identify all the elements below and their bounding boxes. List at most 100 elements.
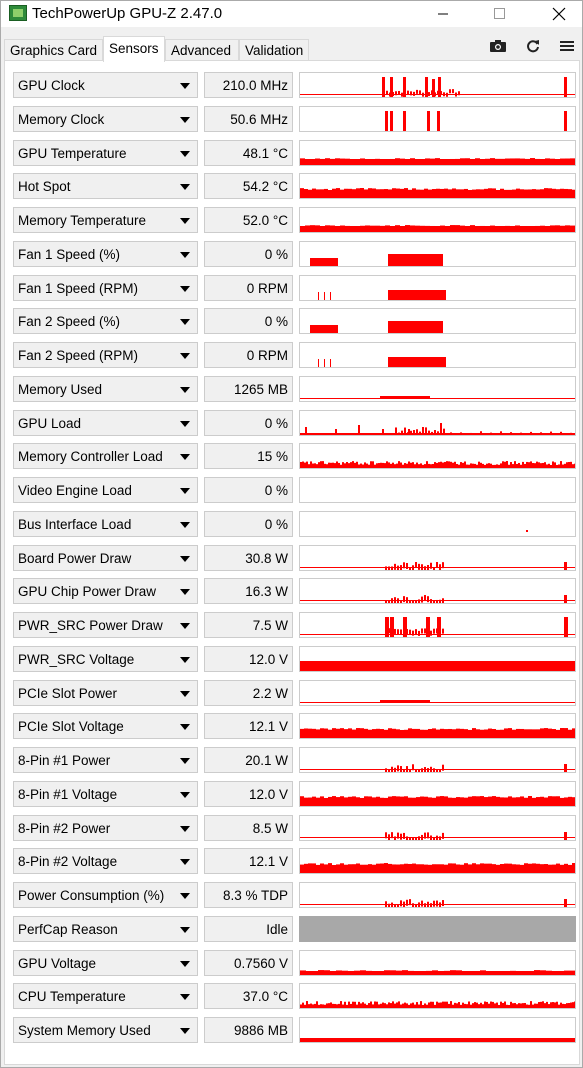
- dropdown-arrow-icon[interactable]: [180, 555, 190, 562]
- sensor-dropdown[interactable]: GPU Chip Power Draw: [13, 578, 198, 605]
- sensor-dropdown[interactable]: 8-Pin #2 Power: [13, 814, 198, 841]
- tab-sensors[interactable]: Sensors: [103, 36, 165, 62]
- dropdown-arrow-icon[interactable]: [180, 690, 190, 697]
- dropdown-arrow-icon[interactable]: [180, 454, 190, 461]
- sensor-dropdown[interactable]: 8-Pin #1 Voltage: [13, 780, 198, 807]
- sensor-graph[interactable]: [299, 409, 576, 436]
- dropdown-arrow-icon[interactable]: [180, 386, 190, 393]
- sensor-graph[interactable]: [299, 780, 576, 807]
- dropdown-arrow-icon[interactable]: [180, 656, 190, 663]
- sensor-graph[interactable]: [299, 848, 576, 875]
- sensor-dropdown[interactable]: Fan 1 Speed (%): [13, 240, 198, 267]
- sensor-dropdown[interactable]: Memory Controller Load: [13, 443, 198, 470]
- minimize-button[interactable]: [420, 1, 466, 27]
- sensor-dropdown[interactable]: Memory Clock: [13, 105, 198, 132]
- sensor-dropdown[interactable]: Memory Used: [13, 375, 198, 402]
- minimize-icon: [438, 13, 448, 15]
- sensor-dropdown[interactable]: Fan 1 Speed (RPM): [13, 274, 198, 301]
- sensor-graph[interactable]: [299, 1017, 576, 1043]
- sensor-dropdown[interactable]: CPU Temperature: [13, 983, 198, 1010]
- sensor-dropdown[interactable]: Video Engine Load: [13, 477, 198, 503]
- sensor-dropdown[interactable]: Bus Interface Load: [13, 510, 198, 537]
- refresh-icon[interactable]: [523, 39, 543, 53]
- dropdown-arrow-icon[interactable]: [180, 589, 190, 596]
- maximize-button[interactable]: [477, 1, 523, 27]
- sensor-dropdown[interactable]: Power Consumption (%): [13, 882, 198, 908]
- sensor-dropdown[interactable]: 8-Pin #2 Voltage: [13, 848, 198, 875]
- sensor-graph[interactable]: [299, 713, 576, 740]
- sensor-dropdown[interactable]: System Memory Used: [13, 1017, 198, 1043]
- dropdown-arrow-icon[interactable]: [180, 758, 190, 764]
- dropdown-arrow-icon[interactable]: [180, 960, 190, 967]
- sensor-dropdown[interactable]: PWR_SRC Voltage: [13, 645, 198, 672]
- sensor-dropdown[interactable]: Fan 2 Speed (RPM): [13, 342, 198, 368]
- sensor-graph[interactable]: [299, 477, 576, 503]
- tab-graphics-card[interactable]: Graphics Card: [4, 39, 103, 61]
- sensor-graph[interactable]: [299, 679, 576, 706]
- dropdown-arrow-icon[interactable]: [180, 926, 190, 933]
- sensor-dropdown[interactable]: GPU Voltage: [13, 949, 198, 976]
- sensor-graph[interactable]: [299, 139, 576, 166]
- sensor-graph[interactable]: [299, 173, 576, 200]
- sensor-graph[interactable]: [299, 375, 576, 402]
- sensor-dropdown[interactable]: Memory Temperature: [13, 207, 198, 233]
- dropdown-arrow-icon[interactable]: [180, 1028, 190, 1034]
- dropdown-arrow-icon[interactable]: [180, 319, 190, 326]
- sensor-graph[interactable]: [299, 207, 576, 233]
- dropdown-arrow-icon[interactable]: [180, 791, 190, 798]
- sensor-graph[interactable]: [299, 612, 576, 638]
- sensor-graph[interactable]: [299, 544, 576, 571]
- sensor-graph[interactable]: [299, 983, 576, 1010]
- sensor-graph[interactable]: [299, 443, 576, 470]
- sensor-dropdown[interactable]: Fan 2 Speed (%): [13, 308, 198, 335]
- sensor-dropdown[interactable]: GPU Temperature: [13, 139, 198, 166]
- sensor-dropdown[interactable]: GPU Load: [13, 409, 198, 436]
- dropdown-arrow-icon[interactable]: [180, 285, 190, 292]
- sensor-graph[interactable]: [299, 882, 576, 908]
- sensor-graph[interactable]: [299, 949, 576, 976]
- sensor-graph[interactable]: [299, 308, 576, 335]
- dropdown-arrow-icon[interactable]: [180, 83, 190, 89]
- dropdown-arrow-icon[interactable]: [180, 488, 190, 494]
- dropdown-arrow-icon[interactable]: [180, 218, 190, 224]
- menu-icon[interactable]: [557, 39, 577, 53]
- dropdown-arrow-icon[interactable]: [180, 521, 190, 528]
- dropdown-arrow-icon[interactable]: [180, 724, 190, 731]
- sensor-graph[interactable]: [299, 814, 576, 841]
- sensor-dropdown[interactable]: PCIe Slot Power: [13, 679, 198, 706]
- dropdown-arrow-icon[interactable]: [180, 623, 190, 629]
- dropdown-arrow-icon[interactable]: [180, 420, 190, 427]
- close-button[interactable]: [536, 1, 582, 27]
- dropdown-arrow-icon[interactable]: [180, 859, 190, 866]
- sensor-graph[interactable]: [299, 915, 576, 942]
- sensor-graph[interactable]: [299, 342, 576, 368]
- dropdown-arrow-icon[interactable]: [180, 184, 190, 191]
- dropdown-arrow-icon[interactable]: [180, 251, 190, 258]
- sensor-dropdown[interactable]: Board Power Draw: [13, 544, 198, 571]
- dropdown-arrow-icon[interactable]: [180, 116, 190, 123]
- dropdown-arrow-icon[interactable]: [180, 893, 190, 899]
- sensor-dropdown[interactable]: GPU Clock: [13, 72, 198, 98]
- sensor-row: 8-Pin #2 Power 8.5 W: [5, 812, 581, 846]
- sensor-graph[interactable]: [299, 72, 576, 98]
- tab-validation[interactable]: Validation: [239, 39, 309, 61]
- sensor-dropdown[interactable]: PerfCap Reason: [13, 915, 198, 942]
- sensor-dropdown[interactable]: Hot Spot: [13, 173, 198, 200]
- dropdown-arrow-icon[interactable]: [180, 353, 190, 359]
- sensor-graph[interactable]: [299, 578, 576, 605]
- sensor-graph[interactable]: [299, 510, 576, 537]
- tab-advanced[interactable]: Advanced: [165, 39, 239, 61]
- sensor-graph[interactable]: [299, 747, 576, 773]
- sensor-graph[interactable]: [299, 274, 576, 301]
- sensor-graph[interactable]: [299, 240, 576, 267]
- title-bar[interactable]: TechPowerUp GPU-Z 2.47.0: [1, 1, 582, 27]
- sensor-dropdown[interactable]: PCIe Slot Voltage: [13, 713, 198, 740]
- sensor-dropdown[interactable]: PWR_SRC Power Draw: [13, 612, 198, 638]
- dropdown-arrow-icon[interactable]: [180, 825, 190, 832]
- dropdown-arrow-icon[interactable]: [180, 150, 190, 157]
- dropdown-arrow-icon[interactable]: [180, 994, 190, 1001]
- sensor-dropdown[interactable]: 8-Pin #1 Power: [13, 747, 198, 773]
- sensor-graph[interactable]: [299, 105, 576, 132]
- camera-icon[interactable]: [488, 39, 508, 53]
- sensor-graph[interactable]: [299, 645, 576, 672]
